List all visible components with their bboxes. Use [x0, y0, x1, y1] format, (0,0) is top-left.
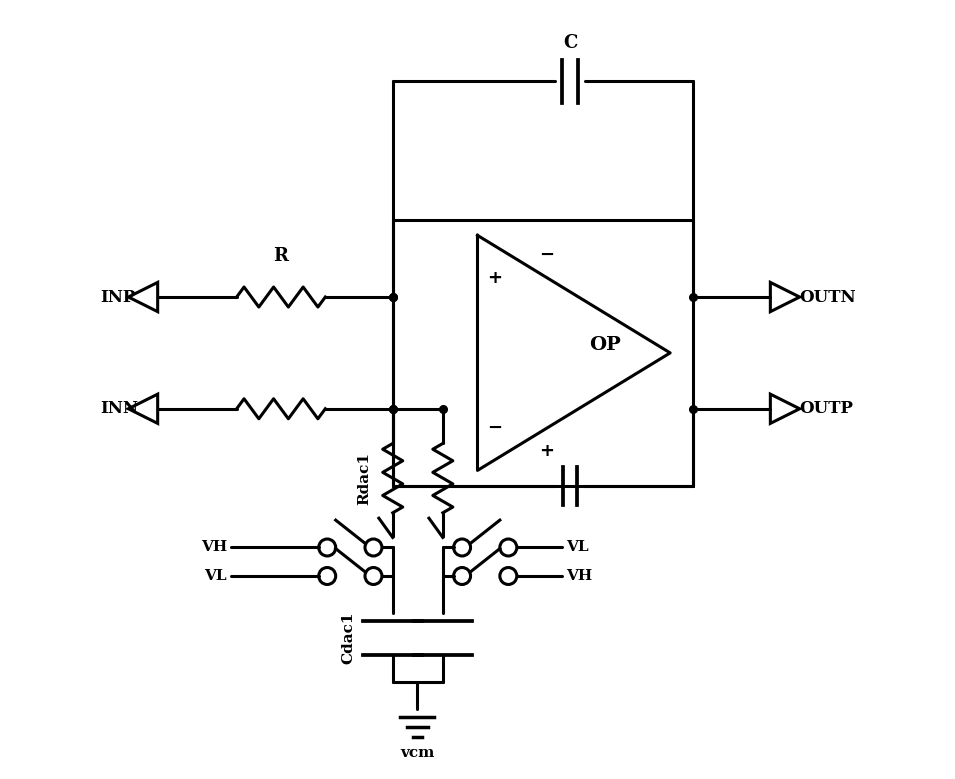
Text: Cdac1: Cdac1	[342, 612, 355, 664]
Text: −: −	[540, 245, 555, 263]
Text: vcm: vcm	[400, 746, 435, 760]
Polygon shape	[771, 282, 799, 312]
Text: OUTN: OUTN	[799, 288, 857, 305]
Text: R: R	[273, 247, 288, 265]
Text: VL: VL	[566, 541, 588, 555]
Text: INP: INP	[100, 288, 135, 305]
Text: +: +	[487, 269, 502, 287]
Text: VH: VH	[566, 569, 592, 583]
Text: VL: VL	[204, 569, 227, 583]
Text: +: +	[540, 442, 554, 460]
Polygon shape	[771, 394, 799, 424]
Text: −: −	[487, 419, 502, 437]
Text: INN: INN	[100, 400, 138, 418]
Text: C: C	[562, 34, 577, 52]
Polygon shape	[128, 282, 158, 312]
Polygon shape	[128, 394, 158, 424]
Text: VH: VH	[201, 541, 227, 555]
Text: Rdac1: Rdac1	[357, 452, 371, 505]
Text: OP: OP	[589, 337, 621, 354]
Text: OUTP: OUTP	[799, 400, 854, 418]
